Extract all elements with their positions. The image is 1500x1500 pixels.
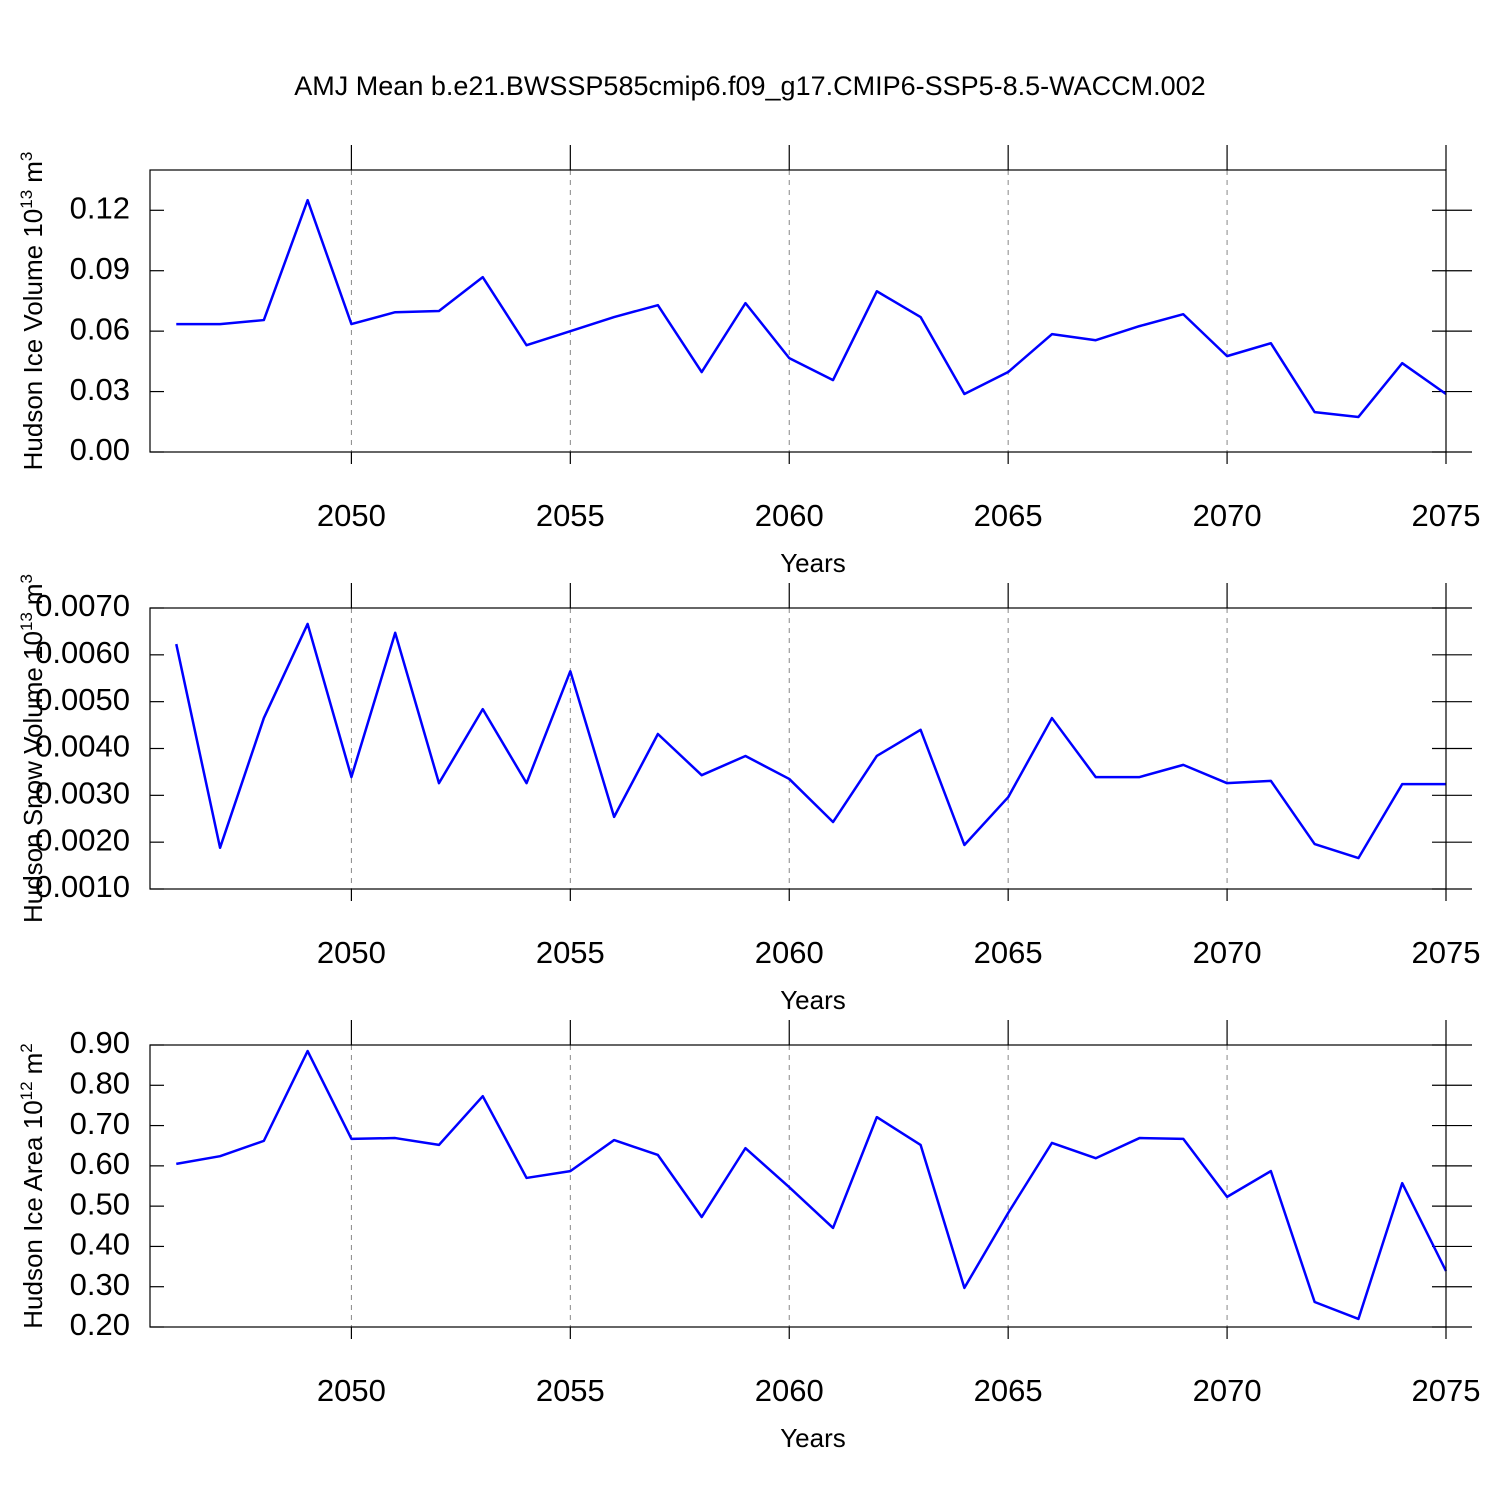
- y-tick-label: 0.09: [70, 251, 130, 286]
- x-tick-label: 2065: [974, 935, 1043, 970]
- y-axis-label: Hudson Snow Volume 1013 m3: [17, 574, 48, 923]
- y-tick-label: 0.40: [70, 1227, 130, 1262]
- figure-title: AMJ Mean b.e21.BWSSP585cmip6.f09_g17.CMI…: [294, 71, 1205, 101]
- data-line: [176, 198, 1447, 419]
- y-axis-label-part: 3: [17, 574, 36, 583]
- x-tick-label: 2070: [1193, 498, 1262, 533]
- x-tick-label: 2055: [536, 935, 605, 970]
- x-axis-label: Years: [780, 548, 846, 578]
- y-tick-label: 0.12: [70, 190, 130, 225]
- y-tick-label: 0.0060: [35, 635, 130, 670]
- y-tick-label: 0.0020: [35, 822, 130, 857]
- y-axis-label-part: 12: [17, 1081, 36, 1100]
- x-tick-label: 2070: [1193, 935, 1262, 970]
- y-tick-label: 0.0010: [35, 869, 130, 904]
- y-tick-label: 0.06: [70, 311, 130, 346]
- y-tick-label: 0.50: [70, 1186, 130, 1221]
- plot-frame: [149, 1044, 1447, 1328]
- panel: 2050 2055 2060 2065 2070 2075 0.0010 0.0020 0.00…: [17, 574, 1480, 1015]
- plot-frame: [149, 169, 1447, 453]
- y-axis-label-part: Hudson Snow Volume 10: [18, 631, 48, 923]
- y-axis-label-part: m: [18, 583, 48, 605]
- x-tick-label: 2060: [755, 935, 824, 970]
- plot-frame: [149, 607, 1447, 890]
- x-tick-label: 2075: [1412, 498, 1481, 533]
- x-axis-label: Years: [780, 985, 846, 1015]
- y-tick-label: 0.0050: [35, 682, 130, 717]
- y-axis-label-part: m: [18, 161, 48, 183]
- y-axis-label: Hudson Ice Volume 1013 m3: [17, 152, 48, 471]
- x-tick-label: 2050: [317, 1373, 386, 1408]
- x-tick-label: 2060: [755, 1373, 824, 1408]
- y-axis-label-part: Hudson Ice Area 10: [18, 1100, 48, 1328]
- x-tick-label: 2075: [1412, 1373, 1481, 1408]
- x-tick-label: 2075: [1412, 935, 1481, 970]
- x-axis-label: Years: [780, 1423, 846, 1453]
- y-tick-label: 0.60: [70, 1146, 130, 1181]
- x-tick-label: 2050: [317, 498, 386, 533]
- y-axis-label-part: 13: [17, 612, 36, 631]
- y-tick-label: 0.90: [70, 1025, 130, 1060]
- x-tick-label: 2060: [755, 498, 824, 533]
- y-tick-label: 0.20: [70, 1307, 130, 1342]
- y-tick-label: 0.80: [70, 1065, 130, 1100]
- y-tick-label: 0.00: [70, 432, 130, 467]
- x-tick-label: 2065: [974, 1373, 1043, 1408]
- x-tick-label: 2065: [974, 498, 1043, 533]
- data-line: [176, 1049, 1448, 1321]
- panel: 2050 2055 2060 2065 2070 2075 0.20 0.30 0.40 0.50…: [17, 1020, 1480, 1453]
- y-axis-label-part: m: [18, 1053, 48, 1075]
- y-axis-label-part: 2: [17, 1043, 36, 1052]
- y-axis-label-part: Hudson Ice Volume 10: [18, 209, 48, 471]
- x-tick-label: 2050: [317, 935, 386, 970]
- y-axis-label: Hudson Ice Area 1012 m2: [17, 1043, 48, 1328]
- y-axis-label-part: 13: [17, 190, 36, 209]
- y-axis-label-part: 3: [17, 152, 36, 161]
- y-tick-label: 0.0040: [35, 729, 130, 764]
- data-line: [175, 622, 1446, 860]
- y-tick-label: 0.0030: [35, 776, 130, 811]
- y-tick-label: 0.03: [70, 372, 130, 407]
- y-tick-label: 0.0070: [35, 588, 130, 623]
- x-tick-label: 2055: [536, 498, 605, 533]
- panel: 2050 2055 2060 2065 2070 2075 0.00 0.03 0.06 0.09…: [17, 145, 1480, 578]
- y-tick-label: 0.30: [70, 1267, 130, 1302]
- y-tick-label: 0.70: [70, 1106, 130, 1141]
- x-tick-label: 2055: [536, 1373, 605, 1408]
- x-tick-label: 2070: [1193, 1373, 1262, 1408]
